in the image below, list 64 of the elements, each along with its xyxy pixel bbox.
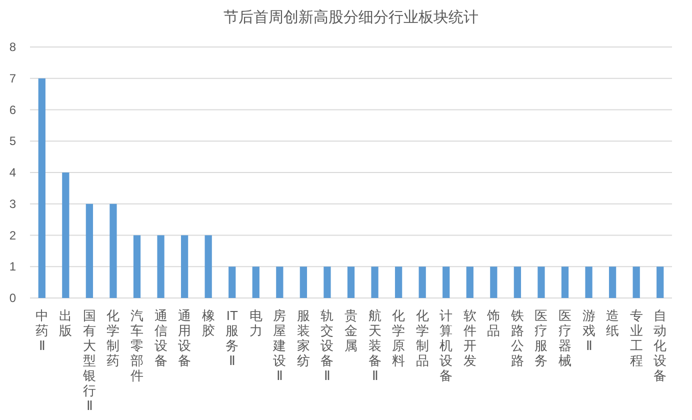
y-tick-label: 7 — [9, 71, 16, 86]
bar — [585, 266, 592, 298]
y-tick-label: 0 — [9, 291, 16, 305]
bar — [86, 204, 94, 298]
y-tick-label: 4 — [9, 166, 16, 180]
x-tick-label: 橡胶 — [202, 308, 215, 338]
x-tick-label: 电力 — [249, 308, 262, 338]
bar — [466, 266, 474, 298]
x-tick-label: 自动化设备 — [654, 308, 667, 383]
x-tick-label: 航天装备Ⅱ — [368, 308, 382, 383]
x-tick-label: 软件开发 — [463, 308, 476, 368]
y-tick-label: 8 — [9, 40, 16, 54]
x-tick-label: 铁路公路 — [510, 308, 524, 368]
y-tick-label: 6 — [9, 102, 16, 117]
x-tick-label: 游戏Ⅱ — [582, 308, 596, 353]
x-tick-label: 医疗器械 — [558, 308, 572, 368]
bar — [442, 266, 450, 298]
x-tick-label: 国有大型银行Ⅱ — [82, 308, 96, 413]
x-tick-label: 贵金属 — [344, 308, 358, 353]
bar — [133, 235, 141, 298]
bar — [300, 266, 308, 298]
bar — [204, 235, 212, 298]
bar — [538, 266, 545, 298]
bar — [632, 266, 640, 298]
x-tick-label: 造纸 — [606, 308, 620, 338]
bar — [228, 266, 236, 298]
bar — [324, 266, 331, 298]
chart-title: 节后首周创新高股分细分行业板块统计 — [224, 9, 478, 26]
x-tick-label: 计算机设备 — [440, 308, 453, 383]
x-tick-label: 中药Ⅱ — [35, 308, 48, 353]
x-tick-label: 轨交设备Ⅱ — [320, 308, 334, 383]
bar — [561, 266, 569, 298]
x-tick-label: IT服务Ⅱ — [226, 308, 239, 368]
x-tick-label: 汽车零部件 — [130, 308, 144, 383]
bar — [656, 266, 664, 298]
y-tick-label: 1 — [9, 260, 16, 274]
bar — [394, 266, 402, 298]
x-tick-label: 服装家纺 — [296, 308, 310, 368]
y-tick-label: 5 — [9, 134, 16, 148]
bar — [62, 172, 70, 298]
bar — [276, 266, 284, 298]
x-tick-label: 通信设备 — [154, 308, 168, 368]
bar — [180, 235, 188, 298]
bar — [252, 266, 260, 298]
x-tick-label: 饰品 — [486, 308, 500, 338]
x-tick-label: 通用设备 — [178, 308, 192, 368]
x-tick-label: 专业工程 — [630, 308, 643, 368]
bar — [347, 266, 355, 298]
bar — [38, 78, 46, 298]
x-tick-label: 房屋建设Ⅱ — [272, 308, 286, 383]
y-tick-label: 3 — [9, 196, 16, 211]
bar — [157, 235, 164, 298]
bar — [490, 266, 498, 298]
x-tick-label: 医疗服务 — [534, 308, 548, 368]
bar — [371, 266, 378, 298]
x-tick-label: 化学制药 — [106, 308, 120, 368]
x-tick-label: 化学制品 — [416, 308, 429, 368]
bar — [110, 204, 117, 298]
x-tick-label: 出版 — [59, 308, 72, 338]
bar — [514, 266, 522, 298]
bar — [608, 266, 616, 298]
x-tick-label: 化学原料 — [392, 308, 406, 368]
bar — [418, 266, 426, 298]
y-tick-label: 2 — [9, 228, 16, 242]
